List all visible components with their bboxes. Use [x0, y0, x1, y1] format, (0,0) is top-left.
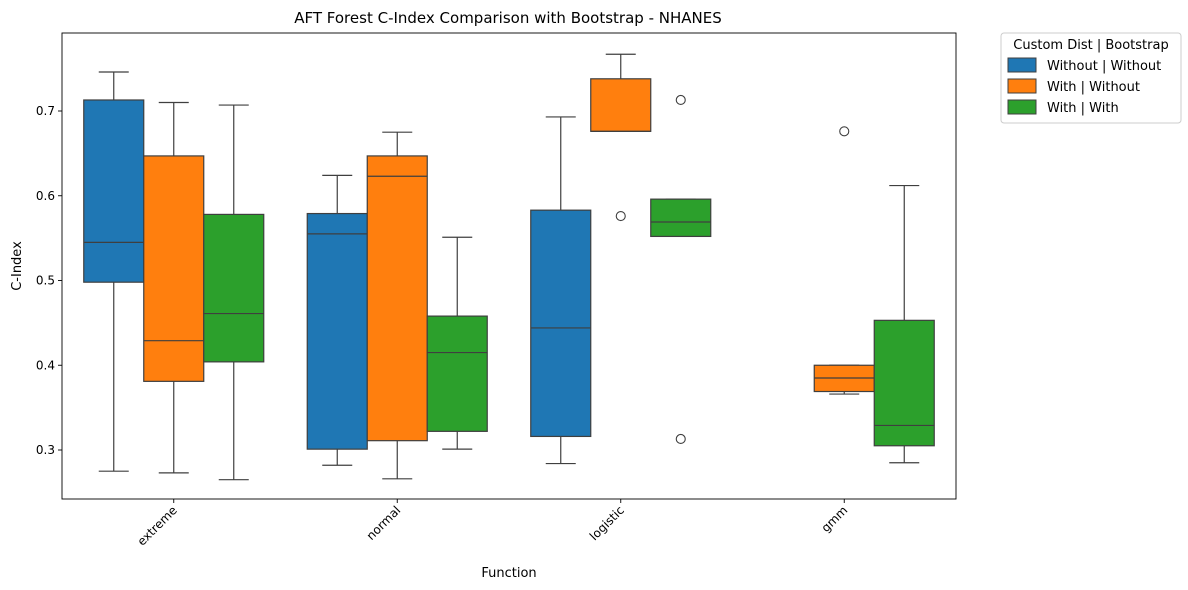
- box-body: [590, 78, 652, 132]
- legend-label: With | With: [1047, 101, 1119, 116]
- box-body: [143, 155, 205, 382]
- outlier-point: [615, 211, 626, 222]
- box-body: [306, 212, 368, 450]
- legend-frame: [1000, 32, 1182, 124]
- box-normal-2: [426, 236, 488, 450]
- legend-entry: With | With: [1007, 99, 1119, 116]
- y-tick-label: 0.7: [36, 104, 55, 118]
- box-extreme-1: [143, 101, 205, 474]
- box-logistic-1: [590, 53, 652, 222]
- x-tick-label: logistic: [587, 503, 627, 543]
- box-logistic-2: [650, 94, 712, 445]
- box-body: [426, 315, 488, 432]
- y-axis-label: C-Index: [10, 241, 25, 291]
- legend-entry: Without | Without: [1007, 57, 1161, 74]
- box-marks: [83, 53, 935, 481]
- chart-title: AFT Forest C-Index Comparison with Boots…: [294, 9, 722, 27]
- box-normal-1: [366, 131, 428, 480]
- outlier-point: [839, 126, 850, 137]
- box-body: [83, 99, 145, 283]
- x-axis: extreme normal logistic gmm: [135, 499, 851, 549]
- legend-swatch: [1007, 78, 1037, 94]
- box-logistic-0: [530, 116, 592, 465]
- y-tick-label: 0.3: [36, 443, 55, 457]
- box-body: [530, 209, 592, 438]
- box-body: [203, 213, 265, 363]
- outlier-point: [675, 94, 686, 106]
- x-tick-label: normal: [364, 503, 404, 543]
- x-tick-label: gmm: [819, 503, 851, 535]
- box-body: [873, 319, 935, 447]
- box-gmm-1: [813, 126, 875, 395]
- box-extreme-0: [83, 71, 145, 472]
- legend-label: With | Without: [1047, 80, 1140, 95]
- box-body: [366, 155, 428, 442]
- plot-area-frame: [61, 32, 957, 500]
- legend-entry: With | Without: [1007, 78, 1140, 95]
- y-axis: 0.3 0.4 0.5 0.6 0.7: [36, 104, 62, 457]
- legend: Custom Dist | Bootstrap Without | Withou…: [1000, 32, 1182, 124]
- outlier-point: [675, 433, 686, 445]
- y-tick-label: 0.5: [36, 274, 55, 288]
- legend-swatch: [1007, 57, 1037, 73]
- box-extreme-2: [203, 104, 265, 481]
- y-tick-label: 0.6: [36, 189, 55, 203]
- box-gmm-2: [873, 184, 935, 464]
- y-tick-label: 0.4: [36, 358, 55, 372]
- box-normal-0: [306, 174, 368, 466]
- legend-label: Without | Without: [1047, 59, 1161, 74]
- legend-swatch: [1007, 99, 1037, 115]
- legend-title: Custom Dist | Bootstrap: [1013, 38, 1168, 53]
- x-axis-label: Function: [481, 566, 536, 581]
- x-tick-label: extreme: [135, 503, 180, 548]
- box-body: [650, 198, 712, 238]
